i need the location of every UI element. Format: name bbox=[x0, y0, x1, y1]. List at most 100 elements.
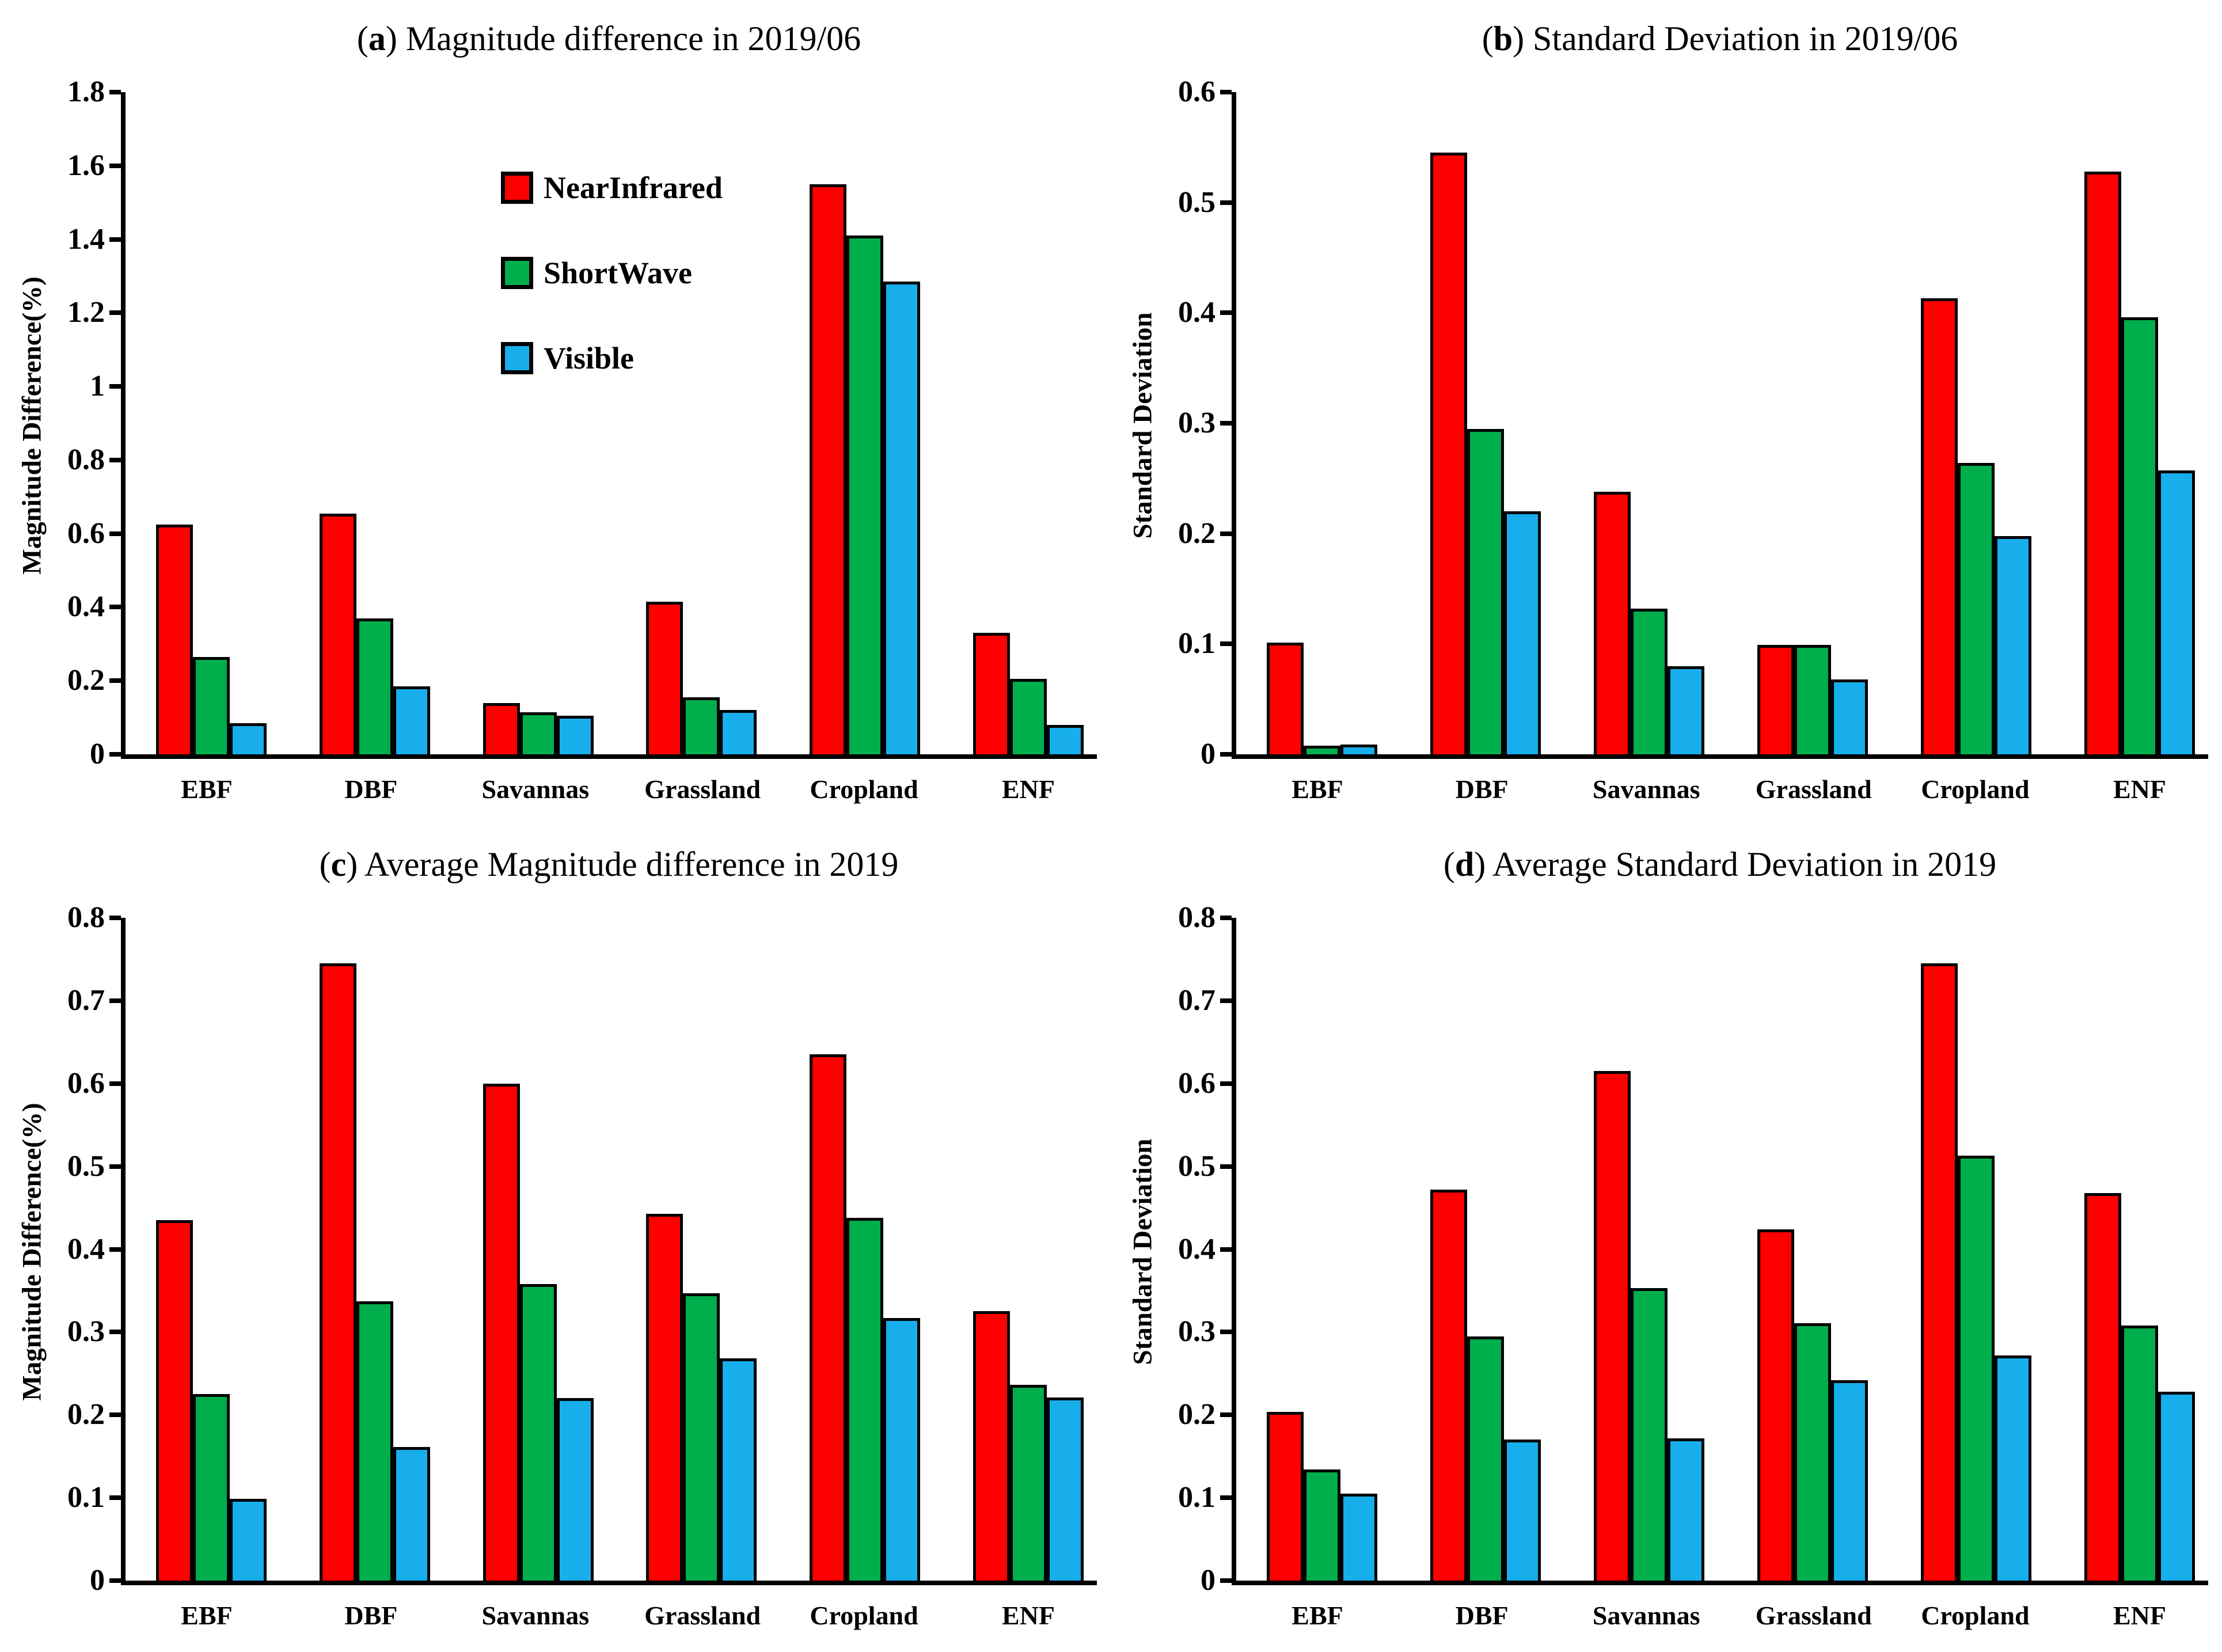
y-tick-label: 0.3 bbox=[1178, 407, 1216, 439]
legend-swatch-shortwave bbox=[501, 257, 533, 289]
nearinfrared-bar-savannas bbox=[1594, 491, 1631, 754]
y-tick-mark bbox=[109, 163, 121, 168]
nearinfrared-bar-grassland bbox=[1757, 645, 1794, 754]
shortwave-bar-ebf bbox=[1304, 745, 1340, 754]
y-tick-label: 1.6 bbox=[67, 149, 105, 182]
bar-group-savannas bbox=[483, 92, 594, 754]
nearinfrared-bar-enf bbox=[973, 1311, 1010, 1581]
visible-bar-grassland bbox=[1831, 679, 1868, 754]
title-text: Average Magnitude difference in 2019 bbox=[358, 845, 899, 883]
y-tick-label: 0.2 bbox=[1178, 1398, 1216, 1431]
y-tick-mark bbox=[109, 998, 121, 1003]
y-tick-label: 1 bbox=[90, 370, 105, 403]
nearinfrared-bar-savannas bbox=[483, 1083, 520, 1581]
chart-title-d: (d) Average Standard Deviation in 2019 bbox=[1232, 845, 2208, 883]
y-tick-label: 0 bbox=[1201, 1564, 1216, 1597]
x-category-label-ebf: EBF bbox=[1292, 774, 1343, 804]
y-tick-label: 0.6 bbox=[67, 517, 105, 550]
chart-panel-b: (b) Standard Deviation in 2019/06 Standa… bbox=[1111, 0, 2222, 826]
shortwave-bar-enf bbox=[2121, 1325, 2158, 1581]
bar-group-savannas bbox=[1594, 918, 1704, 1581]
shortwave-bar-enf bbox=[1009, 1385, 1047, 1581]
x-axis-labels-d: EBF DBF Savannas Grassland Cropland ENF bbox=[1232, 1600, 2208, 1638]
title-paren-close: ) bbox=[346, 845, 358, 883]
plot-area-b: 0 0.1 0.2 0.3 0.4 0.5 0.6 bbox=[1178, 77, 2208, 769]
y-axis-title: Magnitude Difference(%) bbox=[17, 1102, 47, 1401]
x-category-label-dbf: DBF bbox=[1455, 1601, 1509, 1630]
nearinfrared-bar-ebf bbox=[1267, 1411, 1304, 1581]
y-axis-title-strip: Standard Deviation bbox=[1115, 92, 1171, 759]
y-tick-label: 0.2 bbox=[1178, 517, 1216, 550]
visible-bar-cropland bbox=[1995, 536, 2031, 754]
bar-group-cropland bbox=[1921, 92, 2031, 754]
title-paren-open: ( bbox=[1443, 845, 1455, 883]
shortwave-bar-savannas bbox=[1631, 609, 1668, 754]
y-tick-label: 0.4 bbox=[1178, 296, 1216, 329]
shortwave-bar-enf bbox=[1009, 679, 1047, 754]
bar-group-enf bbox=[2084, 918, 2195, 1581]
shortwave-bar-ebf bbox=[1304, 1469, 1340, 1581]
nearinfrared-bar-grassland bbox=[1757, 1229, 1794, 1581]
shortwave-bar-enf bbox=[2121, 317, 2158, 754]
nearinfrared-bar-grassland bbox=[646, 1213, 683, 1581]
nearinfrared-bar-ebf bbox=[1267, 643, 1304, 754]
title-paren-open: ( bbox=[356, 20, 369, 58]
y-tick-label: 0.8 bbox=[1178, 901, 1216, 934]
bars-container bbox=[1236, 92, 2208, 754]
nearinfrared-bar-savannas bbox=[483, 702, 520, 754]
nearinfrared-bar-dbf bbox=[1430, 153, 1467, 754]
nearinfrared-bar-cropland bbox=[810, 1054, 847, 1581]
y-tick-label: 0.3 bbox=[67, 1315, 105, 1349]
nearinfrared-bar-grassland bbox=[646, 601, 683, 754]
y-tick-label: 0.2 bbox=[67, 664, 105, 697]
legend-item-shortwave: ShortWave bbox=[501, 257, 723, 289]
nearinfrared-bar-ebf bbox=[156, 524, 193, 754]
shortwave-bar-ebf bbox=[193, 656, 230, 754]
y-axis-title-strip: Magnitude Difference(%) bbox=[5, 918, 60, 1585]
x-axis-labels-c: EBF DBF Savannas Grassland Cropland ENF bbox=[121, 1600, 1097, 1638]
visible-bar-savannas bbox=[1668, 666, 1704, 754]
y-tick-mark bbox=[109, 752, 121, 757]
y-tick-label: 1.8 bbox=[67, 75, 105, 108]
y-tick-mark bbox=[1220, 916, 1232, 920]
visible-bar-dbf bbox=[1504, 1440, 1541, 1581]
y-tick-label: 0.4 bbox=[67, 1232, 105, 1266]
nearinfrared-bar-dbf bbox=[319, 963, 356, 1581]
legend-label-visible: Visible bbox=[544, 341, 635, 375]
y-tick-mark bbox=[1220, 752, 1232, 757]
x-category-label-grassland: Grassland bbox=[1755, 1601, 1872, 1630]
y-axis-title: Standard Deviation bbox=[1128, 1138, 1158, 1365]
y-tick-mark bbox=[109, 1495, 121, 1501]
legend-item-nearinfrared: NearInfrared bbox=[501, 172, 723, 204]
shortwave-bar-dbf bbox=[1467, 1336, 1504, 1581]
legend-label-shortwave: ShortWave bbox=[544, 256, 693, 290]
x-category-label-cropland: Cropland bbox=[810, 1601, 918, 1630]
shortwave-bar-dbf bbox=[356, 1301, 393, 1581]
y-tick-mark bbox=[1220, 641, 1232, 647]
y-tick-label: 0.4 bbox=[1178, 1232, 1216, 1266]
nearinfrared-bar-savannas bbox=[1594, 1071, 1631, 1581]
y-tick-mark bbox=[109, 237, 121, 242]
bar-group-grassland bbox=[1757, 918, 1868, 1581]
y-tick-label: 0.7 bbox=[67, 983, 105, 1017]
x-category-label-dbf: DBF bbox=[1455, 774, 1509, 804]
x-category-label-enf: ENF bbox=[1001, 1601, 1055, 1630]
y-tick-label: 0.1 bbox=[1178, 1481, 1216, 1514]
y-tick-label: 0.8 bbox=[67, 443, 105, 476]
bar-group-savannas bbox=[1594, 92, 1704, 754]
x-category-label-dbf: DBF bbox=[344, 774, 398, 804]
y-tick-label: 0.5 bbox=[67, 1149, 105, 1183]
y-tick-label: 0.1 bbox=[67, 1481, 105, 1514]
title-paren-open: ( bbox=[1482, 20, 1494, 58]
plot-area-a: 0 0.2 0.4 0.6 0.8 1 1.2 1.4 1.6 1.8 bbox=[67, 77, 1097, 769]
y-tick-label: 0.6 bbox=[67, 1066, 105, 1100]
y-tick-label: 0.7 bbox=[1178, 983, 1216, 1017]
title-paren-close: ) bbox=[1474, 845, 1486, 883]
visible-bar-ebf bbox=[230, 723, 267, 754]
y-tick-mark bbox=[109, 916, 121, 920]
bar-group-grassland bbox=[646, 918, 757, 1581]
legend: NearInfrared ShortWave Visible bbox=[501, 172, 723, 374]
y-tick-mark bbox=[109, 457, 121, 462]
nearinfrared-bar-cropland bbox=[1921, 298, 1958, 754]
bar-group-dbf bbox=[1430, 918, 1541, 1581]
